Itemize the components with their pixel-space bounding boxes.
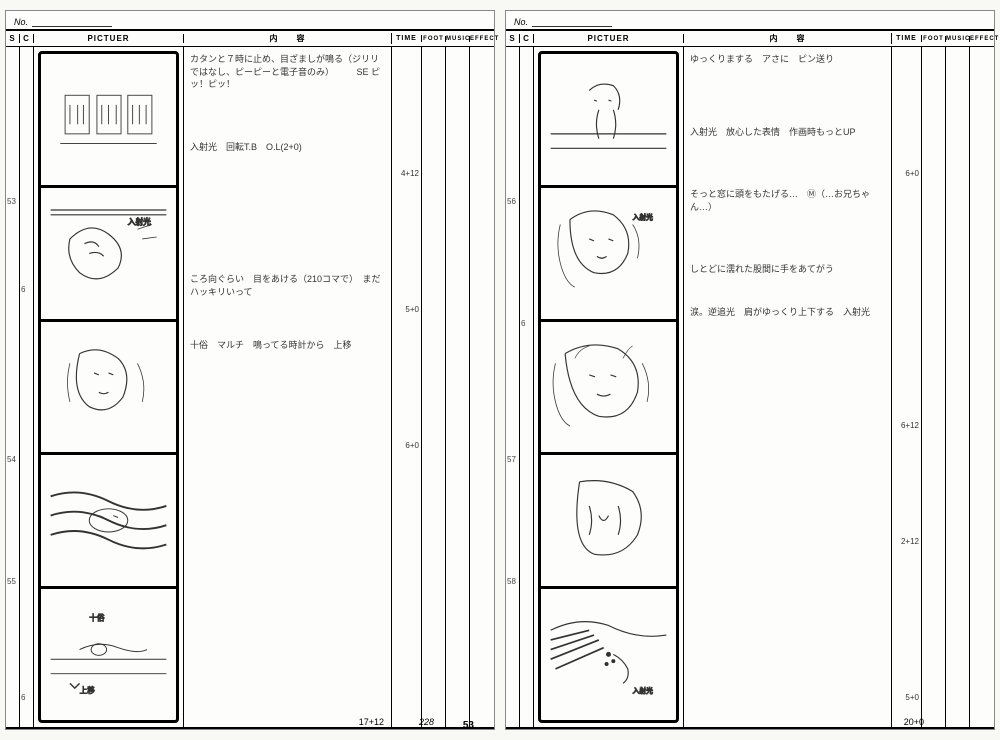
col-time: TIME (892, 35, 922, 42)
storyboard-frame: 入射光 (541, 188, 676, 322)
storyboard-frame: 十俗上移 (41, 589, 176, 720)
storyboard-frame (541, 54, 676, 188)
film-strip: 入射光 入射光 (538, 51, 679, 723)
body-music-col (446, 47, 470, 727)
storyboard-frame (541, 455, 676, 589)
cut-notes: 涙。逆追光 肩がゆっくり上下する 入射光 (690, 306, 885, 319)
no-line (532, 17, 612, 27)
time-mark: 5+0 (905, 693, 919, 702)
col-content: 内 容 (184, 33, 392, 44)
cut-notes: そっと窓に頭をもたげる… Ⓜ（…お兄ちゃん…） (690, 188, 885, 213)
handwrite-num: 228 (419, 717, 434, 727)
page-header: No. (506, 11, 994, 29)
time-mark: 6+0 (405, 441, 419, 450)
svg-text:入射光: 入射光 (128, 216, 151, 226)
no-label: No. (514, 17, 528, 27)
body-content-col: ゆっくりまする アさに ピン送り 入射光 放心した表情 作画時もっとUP そっと… (684, 47, 892, 727)
col-music: MUSIC (946, 36, 970, 42)
col-effect: EFFECT (970, 36, 994, 42)
body-picture-col: 入射光 十俗上移 (34, 47, 184, 727)
cut-notes: 入射光 回転T.B O.L(2+0) (190, 141, 385, 154)
body-area: 56 57 58 6 入射光 入射光 (506, 47, 994, 729)
col-picture: PICTUER (34, 34, 184, 43)
cut-notes: 十俗 マルチ 鳴ってる時計から 上移 (190, 339, 385, 352)
body-c-col: 6 6 (20, 47, 34, 727)
cut-notes: 入射光 放心した表情 作画時もっとUP (690, 126, 885, 139)
body-c-col: 6 (520, 47, 534, 727)
col-foot: FOOT (922, 36, 946, 42)
film-strip: 入射光 十俗上移 (38, 51, 179, 723)
page-number: 53 (463, 720, 474, 731)
cut-num: 6 (21, 285, 25, 294)
body-foot-col (922, 47, 946, 727)
cut-notes: ころ向ぐらい 目をあける（210コマで） まだハッキリいって (190, 273, 385, 298)
column-headers: S C PICTUER 内 容 TIME FOOT MUSIC EFFECT (506, 29, 994, 47)
col-foot: FOOT (422, 36, 446, 42)
cut-notes: カタンと７時に止め、目ざましが鳴る（ジリリではなし、ピーピーと電子音のみ） SE… (190, 53, 385, 91)
cut-notes: しとどに濡れた股間に手をあてがう (690, 263, 885, 276)
storyboard-frame (41, 455, 176, 589)
storyboard-frame (41, 322, 176, 456)
cut-num: 6 (21, 693, 25, 702)
total-time: 20+0 (904, 717, 924, 727)
col-content: 内 容 (684, 33, 892, 44)
body-effect-col (970, 47, 994, 727)
storyboard-frame (541, 322, 676, 456)
page-header: No. (6, 11, 494, 29)
body-foot-col (422, 47, 446, 727)
col-picture: PICTUER (534, 34, 684, 43)
time-mark: 2+12 (901, 537, 919, 546)
cut-notes: ゆっくりまする アさに ピン送り (690, 53, 885, 66)
col-c: C (520, 34, 534, 43)
storyboard-page-left: No. S C PICTUER 内 容 TIME FOOT MUSIC EFFE… (5, 10, 495, 730)
cut-num: 6 (521, 319, 525, 328)
cut-num: 54 (7, 455, 16, 464)
svg-text:上移: 上移 (80, 685, 96, 695)
cut-num: 57 (507, 455, 516, 464)
body-time-col: 6+0 6+12 2+12 5+0 (892, 47, 922, 727)
body-s-col: 56 57 58 (506, 47, 520, 727)
body-s-col: 53 54 55 (6, 47, 20, 727)
svg-text:十俗: 十俗 (89, 613, 105, 623)
svg-text:入射光: 入射光 (633, 686, 654, 695)
storyboard-page-right: No. S C PICTUER 内 容 TIME FOOT MUSIC EFFE… (505, 10, 995, 730)
cut-num: 56 (507, 197, 516, 206)
col-c: C (20, 34, 34, 43)
time-mark: 6+12 (901, 421, 919, 430)
cut-num: 58 (507, 577, 516, 586)
body-time-col: 4+12 5+0 6+0 (392, 47, 422, 727)
time-mark: 4+12 (401, 169, 419, 178)
body-music-col (946, 47, 970, 727)
body-content-col: カタンと７時に止め、目ざましが鳴る（ジリリではなし、ピーピーと電子音のみ） SE… (184, 47, 392, 727)
col-music: MUSIC (446, 36, 470, 42)
total-time: 17+12 (359, 717, 384, 727)
storyboard-frame (41, 54, 176, 188)
storyboard-frame: 入射光 (541, 589, 676, 720)
svg-text:入射光: 入射光 (633, 212, 654, 221)
body-effect-col (470, 47, 494, 727)
cut-num: 53 (7, 197, 16, 206)
time-mark: 6+0 (905, 169, 919, 178)
cut-num: 55 (7, 577, 16, 586)
no-label: No. (14, 17, 28, 27)
column-headers: S C PICTUER 内 容 TIME FOOT MUSIC EFFECT (6, 29, 494, 47)
col-s: S (506, 34, 520, 43)
time-mark: 5+0 (405, 305, 419, 314)
col-effect: EFFECT (470, 36, 494, 42)
col-s: S (6, 34, 20, 43)
body-area: 53 54 55 6 6 入射光 (6, 47, 494, 729)
col-time: TIME (392, 35, 422, 42)
storyboard-frame: 入射光 (41, 188, 176, 322)
body-picture-col: 入射光 入射光 (534, 47, 684, 727)
no-line (32, 17, 112, 27)
